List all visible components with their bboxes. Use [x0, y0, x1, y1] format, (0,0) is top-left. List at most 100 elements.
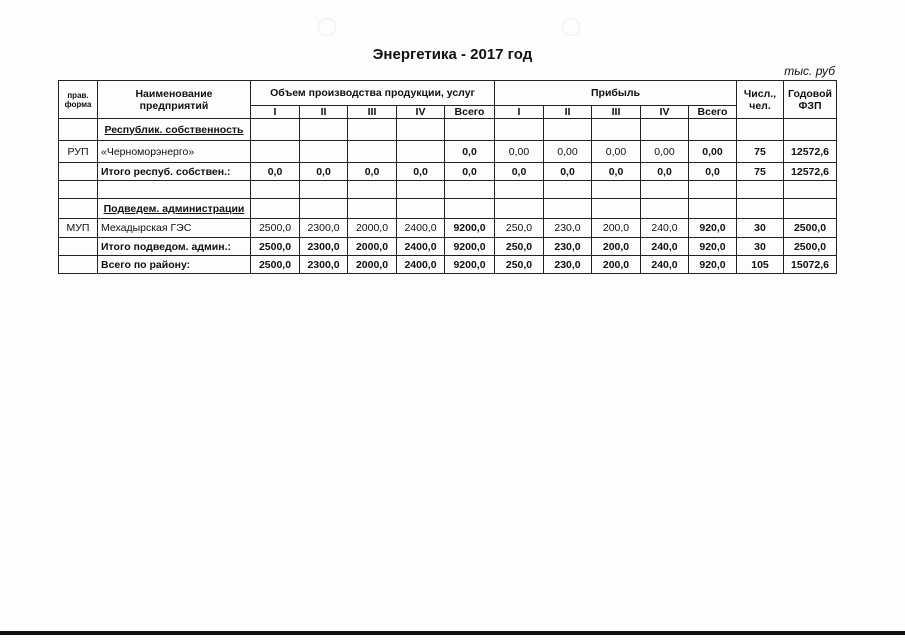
row-cell: 920,0 [688, 237, 737, 256]
row-cell: 250,0 [494, 218, 544, 238]
row-cell [347, 198, 397, 219]
row-cell: 2500,0 [783, 218, 837, 238]
table-row [58, 180, 837, 199]
row-cell: 9200,0 [444, 237, 495, 256]
row-cell [444, 198, 495, 219]
header-name: Наименование предприятий [97, 80, 251, 119]
row-cell [444, 118, 495, 141]
row-cell: 2400,0 [396, 218, 445, 238]
row-cell: 15072,6 [783, 255, 837, 274]
row-cell: 200,0 [591, 255, 641, 274]
row-cell [396, 180, 445, 199]
row-cell [250, 198, 300, 219]
row-name: Всего по району: [97, 255, 251, 274]
header-quarter: II [543, 105, 592, 119]
row-cell: 0,0 [444, 162, 495, 181]
row-cell [299, 118, 348, 141]
row-cell: 0,00 [640, 140, 689, 163]
row-cell [494, 118, 544, 141]
header-quarter: IV [396, 105, 445, 119]
row-name: Мехадырская ГЭС [97, 218, 251, 238]
row-cell: 230,0 [543, 237, 592, 256]
row-cell: 2000,0 [347, 237, 397, 256]
row-cell: 2500,0 [250, 255, 300, 274]
row-cell: 0,0 [543, 162, 592, 181]
row-cell: 240,0 [640, 218, 689, 238]
row-cell: 9200,0 [444, 255, 495, 274]
row-cell: 0,00 [494, 140, 544, 163]
header-quarter: I [494, 105, 544, 119]
row-name: Итого подведом. админ.: [97, 237, 251, 256]
header-quarter: III [347, 105, 397, 119]
row-cell: 0,0 [444, 140, 495, 163]
header-quarter: III [591, 105, 641, 119]
row-cell: 2500,0 [250, 237, 300, 256]
row-form [58, 180, 98, 199]
header-fzp: Годовой ФЗП [783, 80, 837, 119]
punch-hole [318, 18, 336, 36]
header-quarter: II [299, 105, 348, 119]
table-row: Итого респуб. собствен.: 0,0 0,0 0,0 0,0 0,0 0… [58, 162, 837, 181]
row-cell [347, 118, 397, 141]
row-cell: 2400,0 [396, 255, 445, 274]
row-cell [543, 180, 592, 199]
row-cell [250, 140, 300, 163]
row-cell: 200,0 [591, 218, 641, 238]
row-cell: 200,0 [591, 237, 641, 256]
row-cell: 920,0 [688, 218, 737, 238]
header-quarter: Всего [444, 105, 495, 119]
row-cell [299, 198, 348, 219]
row-form [58, 237, 98, 256]
row-cell [543, 198, 592, 219]
row-cell [591, 180, 641, 199]
row-cell [783, 198, 837, 219]
row-cell: 75 [736, 140, 784, 163]
row-cell [347, 140, 397, 163]
row-cell: 0,00 [543, 140, 592, 163]
row-cell: 230,0 [543, 255, 592, 274]
row-cell [688, 198, 737, 219]
row-cell [736, 198, 784, 219]
row-cell [736, 118, 784, 141]
row-cell: 240,0 [640, 255, 689, 274]
row-form [58, 255, 98, 274]
row-cell: 250,0 [494, 255, 544, 274]
row-form [58, 118, 98, 141]
row-cell: 30 [736, 218, 784, 238]
header-form: прав. форма [58, 80, 98, 119]
row-cell: 0,0 [494, 162, 544, 181]
row-cell [347, 180, 397, 199]
header-quarter: IV [640, 105, 689, 119]
row-name: Итого респуб. собствен.: [97, 162, 251, 181]
table-row: МУП Мехадырская ГЭС 2500,0 2300,0 2000,0 2400… [58, 218, 837, 238]
row-cell [591, 198, 641, 219]
row-cell: 230,0 [543, 218, 592, 238]
row-cell [543, 118, 592, 141]
row-cell [494, 198, 544, 219]
punch-hole [562, 18, 580, 36]
row-cell: 9200,0 [444, 218, 495, 238]
row-name: Подведем. администрации [97, 198, 251, 219]
page-title: Энергетика - 2017 год [372, 46, 533, 63]
row-cell [640, 198, 689, 219]
row-cell: 0,0 [591, 162, 641, 181]
row-cell: 920,0 [688, 255, 737, 274]
row-cell: 0,0 [299, 162, 348, 181]
row-cell: 12572,6 [783, 162, 837, 181]
row-cell [736, 180, 784, 199]
row-cell: 0,0 [688, 162, 737, 181]
header-profit: Прибыль [494, 80, 737, 106]
row-cell: 0,00 [688, 140, 737, 163]
row-cell [640, 118, 689, 141]
row-cell [396, 118, 445, 141]
row-cell [640, 180, 689, 199]
header-quarter: Всего [688, 105, 737, 119]
row-cell: 2300,0 [299, 218, 348, 238]
row-cell: 0,0 [347, 162, 397, 181]
row-cell [494, 180, 544, 199]
table-row: Подведем. администрации [58, 198, 837, 219]
row-cell: 2400,0 [396, 237, 445, 256]
row-name [97, 180, 251, 199]
row-cell [396, 198, 445, 219]
row-cell: 0,00 [591, 140, 641, 163]
